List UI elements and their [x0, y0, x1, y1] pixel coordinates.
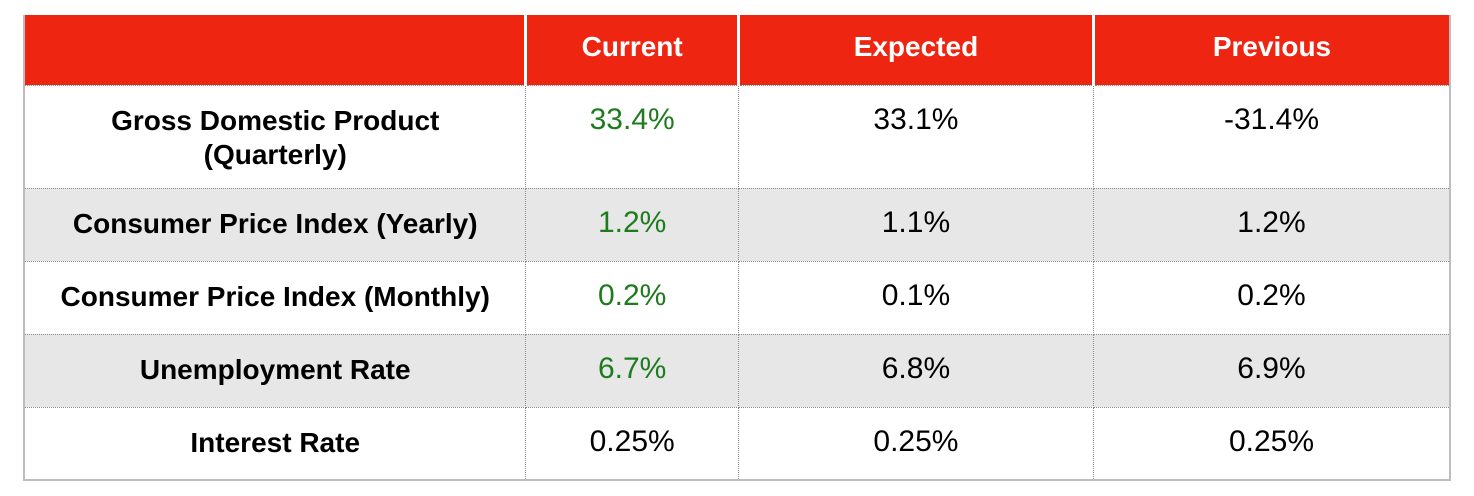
expected-value-cell: 33.1%: [737, 84, 1094, 189]
header-cell-previous: Previous: [1091, 15, 1450, 85]
previous-value-cell: 1.2%: [1092, 187, 1451, 262]
expected-value-cell: 0.25%: [737, 406, 1094, 481]
table-row: Unemployment Rate 6.7% 6.8% 6.9%: [23, 333, 1451, 408]
header-cell-current: Current: [524, 15, 739, 85]
expected-value-cell: 6.8%: [737, 333, 1094, 408]
expected-value-cell: 1.1%: [737, 187, 1094, 262]
economic-indicators-table: Current Expected Previous Gross Domestic…: [23, 15, 1451, 481]
table-header-row: Current Expected Previous: [24, 15, 1450, 85]
expected-value-cell: 0.1%: [737, 260, 1094, 335]
current-value-cell: 6.7%: [525, 333, 739, 408]
previous-value-cell: 0.25%: [1092, 406, 1451, 481]
metric-label-cell: Consumer Price Index (Monthly): [23, 260, 527, 335]
metric-label-cell: Gross Domestic Product (Quarterly): [23, 84, 527, 189]
header-cell-expected: Expected: [736, 15, 1094, 85]
table-row: Interest Rate 0.25% 0.25% 0.25%: [23, 406, 1451, 481]
previous-value-cell: 0.2%: [1092, 260, 1451, 335]
metric-label-cell: Unemployment Rate: [23, 333, 527, 408]
metric-label-cell: Consumer Price Index (Yearly): [23, 187, 527, 262]
current-value-cell: 33.4%: [525, 84, 739, 189]
table-row: Consumer Price Index (Yearly) 1.2% 1.1% …: [23, 187, 1451, 262]
table-row: Gross Domestic Product (Quarterly) 33.4%…: [23, 84, 1451, 189]
header-cell-blank: [24, 15, 526, 85]
table-row: Consumer Price Index (Monthly) 0.2% 0.1%…: [23, 260, 1451, 335]
current-value-cell: 1.2%: [525, 187, 739, 262]
previous-value-cell: -31.4%: [1092, 84, 1451, 189]
current-value-cell: 0.2%: [525, 260, 739, 335]
previous-value-cell: 6.9%: [1092, 333, 1451, 408]
metric-label-cell: Interest Rate: [23, 406, 527, 481]
current-value-cell: 0.25%: [525, 406, 739, 481]
